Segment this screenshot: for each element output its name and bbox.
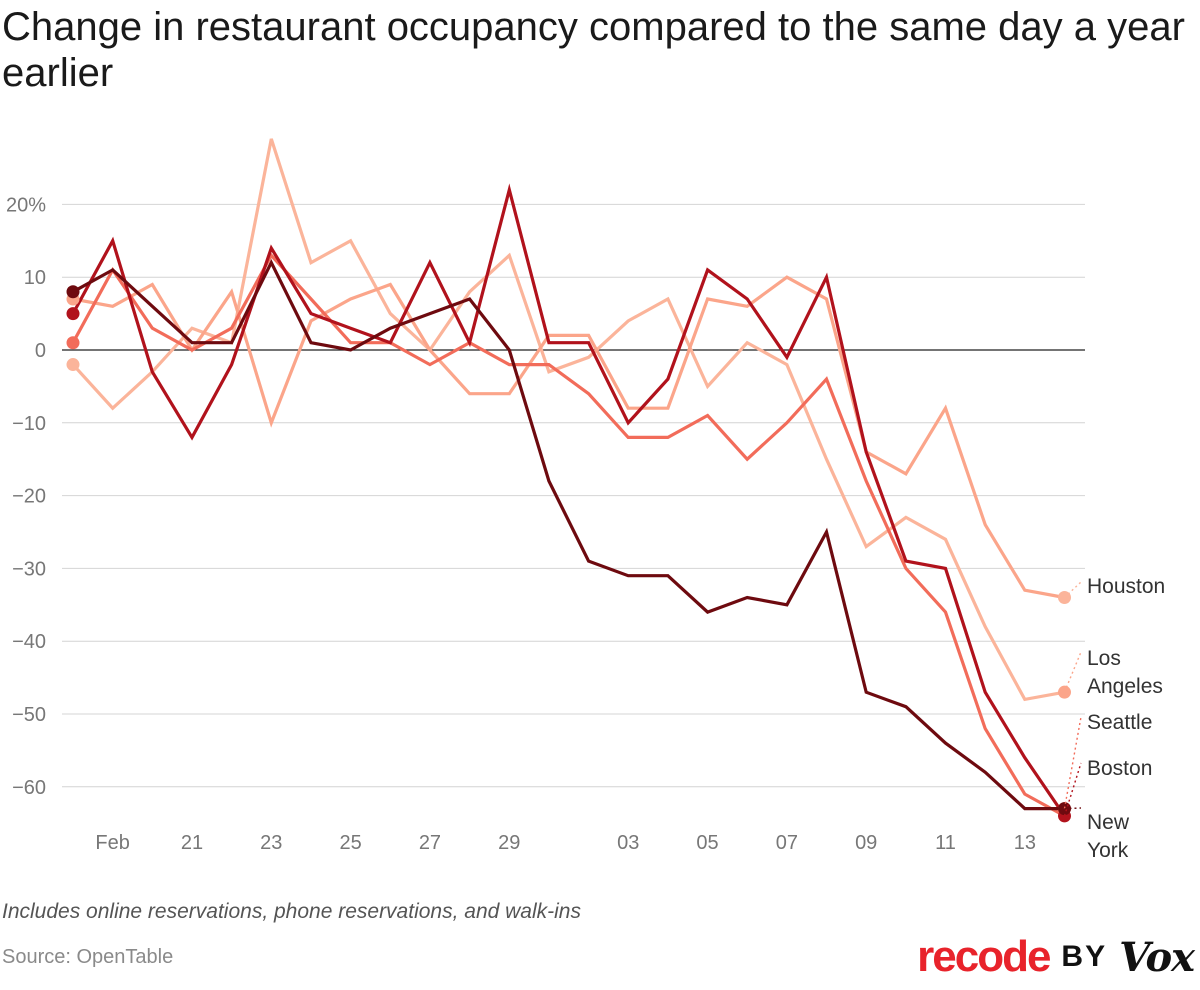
x-tick-label: 25 — [339, 832, 361, 854]
start-marker-houston — [66, 358, 80, 372]
x-tick-label: 09 — [855, 832, 877, 854]
x-tick-label: Feb — [95, 832, 129, 854]
y-tick-label: −40 — [12, 631, 46, 653]
start-marker-boston — [66, 307, 80, 321]
x-tick-label: 21 — [181, 832, 203, 854]
y-tick-label: −30 — [12, 558, 46, 580]
y-axis-ticks: 20% 10 0 −10 −20 −30 −40 −50 −60 — [6, 194, 46, 798]
brand-logo: recode BY Vox — [917, 932, 1195, 982]
series-label-boston: Boston — [1087, 757, 1152, 780]
x-tick-label: 11 — [935, 832, 956, 854]
leader-line-seattle — [1063, 716, 1082, 809]
y-tick-label: 20% — [6, 194, 46, 216]
leader-line-los-angeles — [1063, 651, 1082, 693]
start-marker-new-york — [66, 285, 80, 299]
series-line-los-angeles — [72, 275, 1065, 600]
gridlines — [62, 203, 1085, 788]
x-tick-label: 05 — [696, 832, 718, 854]
leader-line-houston — [1064, 581, 1082, 599]
x-tick-label: 13 — [1014, 832, 1036, 854]
recode-logo: recode — [917, 932, 1051, 981]
x-axis-ticks: Feb 21 23 25 27 29 03 05 07 09 11 13 — [95, 832, 1036, 854]
series-label-new-york: York — [1087, 839, 1129, 862]
vox-logo: Vox — [1119, 933, 1195, 981]
x-tick-label: 29 — [498, 832, 520, 854]
x-tick-label: 27 — [419, 832, 441, 854]
x-tick-label: 07 — [776, 832, 798, 854]
chart-note: Includes online reservations, phone rese… — [2, 900, 581, 923]
series-label-los-angeles: Angeles — [1087, 675, 1163, 698]
series-label-seattle: Seattle — [1087, 711, 1152, 734]
y-tick-label: 0 — [35, 340, 46, 362]
leader-line-boston — [1063, 762, 1082, 817]
x-tick-label: 23 — [260, 832, 282, 854]
start-marker-seattle — [66, 336, 80, 350]
series-labels: Houston Los Angeles Seattle Boston New York — [1063, 575, 1165, 862]
series-label-new-york: New — [1087, 811, 1130, 834]
y-tick-label: −20 — [12, 486, 46, 508]
series-label-los-angeles: Los — [1087, 647, 1121, 670]
series-line-boston — [71, 183, 1066, 817]
y-tick-label: 10 — [24, 267, 46, 289]
series-line-new-york — [72, 258, 1065, 811]
series-line-seattle — [71, 252, 1066, 818]
brand-by-text: BY — [1061, 940, 1108, 973]
series-lines — [71, 138, 1066, 818]
y-tick-label: −10 — [12, 413, 46, 435]
x-tick-label: 03 — [617, 832, 639, 854]
series-label-houston: Houston — [1087, 575, 1165, 598]
chart-source: Source: OpenTable — [2, 946, 174, 968]
series-line-houston — [71, 138, 1065, 702]
y-tick-label: −50 — [12, 704, 46, 726]
line-chart: 20% 10 0 −10 −20 −30 −40 −50 −60 Feb 21 23 25 27 29 03… — [6, 138, 1165, 862]
y-tick-label: −60 — [12, 777, 46, 799]
chart-title: Change in restaurant occupancy compared … — [2, 5, 1185, 95]
